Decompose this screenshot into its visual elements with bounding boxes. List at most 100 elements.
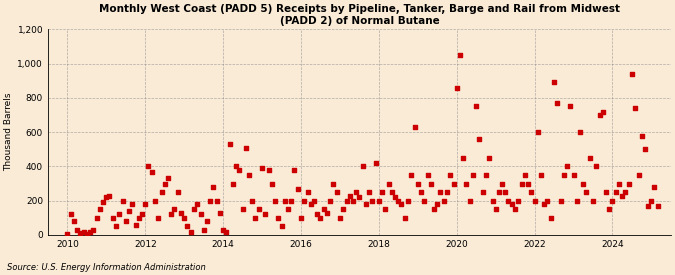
Point	[464, 199, 475, 203]
Point	[470, 104, 481, 109]
Point	[633, 173, 644, 177]
Point	[393, 199, 404, 203]
Point	[308, 199, 319, 203]
Point	[360, 202, 371, 206]
Point	[166, 212, 177, 217]
Point	[137, 212, 148, 217]
Point	[101, 195, 112, 199]
Point	[607, 199, 618, 203]
Point	[481, 173, 491, 177]
Point	[351, 190, 362, 194]
Point	[522, 181, 533, 186]
Point	[403, 199, 414, 203]
Point	[62, 232, 73, 236]
Point	[195, 212, 206, 217]
Point	[179, 216, 190, 220]
Point	[445, 173, 456, 177]
Point	[581, 190, 592, 194]
Point	[594, 113, 605, 117]
Text: Source: U.S. Energy Information Administration: Source: U.S. Energy Information Administ…	[7, 263, 205, 272]
Point	[231, 164, 242, 169]
Point	[182, 224, 193, 229]
Point	[649, 185, 660, 189]
Point	[312, 212, 323, 217]
Point	[88, 228, 99, 232]
Point	[568, 173, 579, 177]
Point	[331, 190, 342, 194]
Point	[371, 161, 381, 165]
Point	[354, 195, 364, 199]
Point	[435, 190, 446, 194]
Point	[120, 219, 131, 224]
Point	[383, 181, 394, 186]
Point	[82, 232, 92, 236]
Point	[373, 199, 384, 203]
Point	[493, 190, 504, 194]
Point	[454, 53, 465, 57]
Point	[218, 228, 229, 232]
Point	[468, 173, 479, 177]
Point	[432, 202, 443, 206]
Point	[400, 216, 410, 220]
Point	[565, 104, 576, 109]
Point	[536, 173, 547, 177]
Point	[639, 147, 650, 152]
Point	[380, 207, 391, 211]
Point	[111, 224, 122, 229]
Point	[516, 181, 527, 186]
Point	[624, 181, 634, 186]
Point	[416, 190, 427, 194]
Point	[256, 166, 267, 170]
Point	[578, 181, 589, 186]
Point	[279, 199, 290, 203]
Point	[133, 216, 144, 220]
Point	[172, 190, 183, 194]
Point	[646, 199, 657, 203]
Point	[91, 216, 102, 220]
Point	[556, 199, 566, 203]
Point	[150, 199, 161, 203]
Point	[539, 202, 549, 206]
Point	[422, 173, 433, 177]
Point	[65, 212, 76, 217]
Point	[614, 181, 624, 186]
Point	[574, 130, 585, 134]
Point	[497, 181, 508, 186]
Point	[490, 207, 501, 211]
Point	[114, 212, 125, 217]
Point	[269, 199, 280, 203]
Point	[335, 216, 346, 220]
Point	[263, 168, 274, 172]
Point	[386, 190, 397, 194]
Point	[72, 228, 82, 232]
Point	[267, 181, 277, 186]
Point	[169, 207, 180, 211]
Point	[367, 199, 377, 203]
Y-axis label: Thousand Barrels: Thousand Barrels	[4, 93, 14, 171]
Point	[396, 202, 407, 206]
Point	[260, 212, 271, 217]
Point	[344, 193, 355, 198]
Point	[348, 199, 358, 203]
Point	[458, 156, 468, 160]
Point	[419, 199, 430, 203]
Point	[130, 222, 141, 227]
Point	[409, 125, 420, 129]
Point	[208, 185, 219, 189]
Point	[503, 199, 514, 203]
Point	[250, 216, 261, 220]
Point	[513, 199, 524, 203]
Point	[107, 216, 118, 220]
Point	[439, 199, 450, 203]
Point	[140, 202, 151, 206]
Point	[510, 207, 520, 211]
Point	[283, 207, 294, 211]
Point	[610, 190, 621, 194]
Point	[461, 181, 472, 186]
Point	[429, 207, 439, 211]
Point	[406, 173, 416, 177]
Point	[526, 190, 537, 194]
Point	[254, 207, 265, 211]
Point	[357, 164, 368, 169]
Point	[653, 204, 664, 208]
